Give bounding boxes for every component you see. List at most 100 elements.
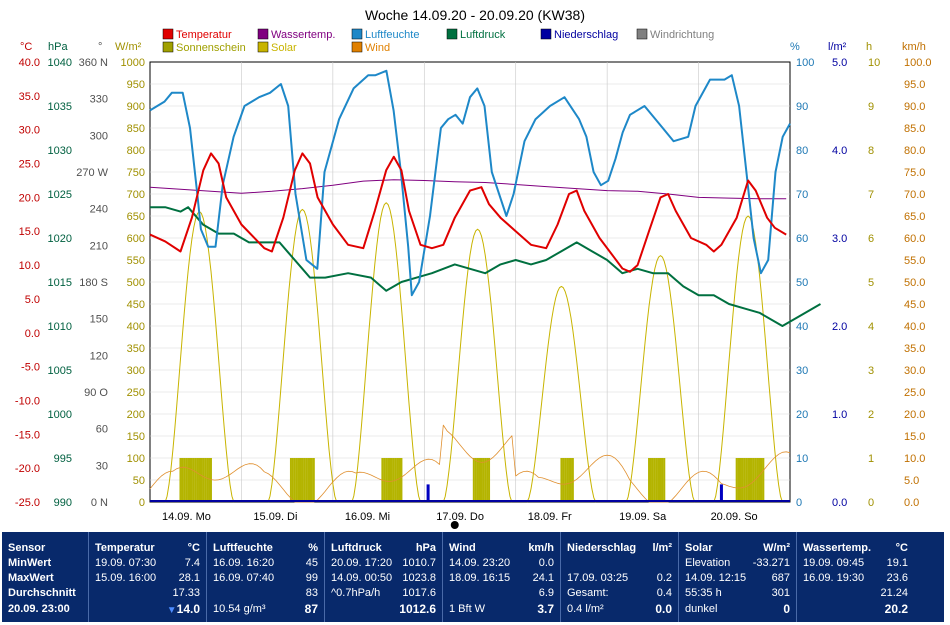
sunshine-bar	[653, 458, 656, 502]
sunshine-bar	[482, 458, 485, 502]
wm2-tick-label: 150	[127, 431, 145, 443]
lm2-tick-label: 0.0	[832, 497, 847, 509]
lm2-tick-label: 3.0	[832, 233, 847, 245]
weather-chart: Woche 14.09.20 - 20.09.20 (KW38) Tempera…	[15, 7, 932, 529]
sunshine-bar	[179, 458, 182, 502]
kmh-tick-label: 5.0	[904, 475, 919, 487]
water-max-value: 23.6	[886, 572, 908, 584]
temp-tick-label: 40.0	[19, 57, 40, 69]
sunshine-bar	[293, 458, 296, 502]
h-tick-label: 6	[868, 233, 874, 245]
kmh-tick-label: 10.0	[904, 453, 925, 465]
press-max-value: 1023.8	[402, 572, 436, 584]
h-tick-label: 3	[868, 365, 874, 377]
temperatur-line	[149, 152, 787, 273]
dir-unit: °	[98, 41, 102, 53]
hpa-tick-label: 1000	[48, 409, 72, 421]
solar-line	[442, 228, 513, 503]
temp-now: 14.0	[176, 602, 200, 616]
press-now: 1012.6	[399, 602, 436, 616]
water-avg: 21.24	[880, 587, 908, 599]
dir-tick-label: 30	[96, 460, 108, 472]
dir-tick-label: 210	[90, 240, 108, 252]
sunshine-bar	[310, 458, 313, 502]
sunshine-bar	[400, 458, 403, 502]
summary-panel: Sensor MinWert MaxWert Durchschnitt 20.0…	[2, 532, 944, 622]
hpa-tick-label: 1030	[48, 145, 72, 157]
x-tick-label: 19.09. Sa	[619, 511, 667, 523]
dir-tick-label: 240	[90, 204, 108, 216]
solar-line	[713, 215, 783, 503]
sunshine-bar	[289, 458, 292, 502]
sunshine-bar	[571, 458, 574, 502]
wm2-tick-label: 1000	[121, 57, 145, 69]
wm2-tick-label: 50	[133, 475, 145, 487]
sunshine-bar	[192, 458, 195, 502]
col-solar: Solar W/m² Elevation -33.271 14.09. 12:15 6…	[679, 532, 797, 622]
hum-min-value: 45	[305, 557, 318, 569]
legend-label: Niederschlag	[554, 29, 618, 41]
solar-max-time: 14.09. 12:15	[685, 572, 747, 584]
wind-line	[149, 424, 791, 503]
sunshine-bar	[735, 458, 738, 502]
x-tick-label: 17.09. Do	[436, 511, 484, 523]
dir-tick-label: 180 S	[79, 277, 108, 289]
sunshine-bar	[478, 458, 481, 502]
temp-tick-label: -25.0	[15, 497, 40, 509]
rain-bar	[719, 484, 723, 502]
kmh-tick-label: 55.0	[904, 255, 925, 267]
sunshine-bar	[760, 458, 763, 502]
wm2-tick-label: 400	[127, 321, 145, 333]
hpa-tick-label: 1035	[48, 101, 72, 113]
sunshine-bar	[208, 458, 211, 502]
h-tick-label: 1	[868, 453, 874, 465]
kmh-unit: km/h	[902, 41, 926, 53]
temp-tick-label: 35.0	[19, 91, 40, 103]
sunshine-bar	[737, 458, 740, 502]
x-axis: 14.09. Mo 15.09. Di 16.09. Mi 17.09. Do 18.0…	[162, 511, 758, 529]
temp-max-value: 28.1	[178, 572, 200, 584]
wm2-tick-label: 750	[127, 167, 145, 179]
h-tick-label: 10	[868, 57, 880, 69]
wm2-tick-label: 600	[127, 233, 145, 245]
sunshine-bar	[200, 458, 203, 502]
temp-tick-label: -15.0	[15, 429, 40, 441]
wm2-tick-label: 950	[127, 79, 145, 91]
temp-unit: °C	[20, 41, 32, 53]
col-niederschlag: Niederschlag l/m² 17.09. 03:25 0.2 Gesamt:…	[561, 532, 679, 622]
kmh-tick-label: 20.0	[904, 409, 925, 421]
kmh-tick-label: 35.0	[904, 343, 925, 355]
sunshine-bar	[762, 458, 765, 502]
temp-min-value: 7.4	[184, 557, 200, 569]
h-tick-label: 5	[868, 277, 874, 289]
pct-tick-label: 100	[796, 57, 814, 69]
solar-header: Solar	[685, 542, 713, 554]
pct-tick-label: 40	[796, 321, 808, 333]
water-min-time: 19.09. 09:45	[803, 557, 865, 569]
temp-tick-label: 15.0	[19, 226, 40, 238]
col-temperatur: Temperatur °C 19.09. 07:30 7.4 15.09. 16:0…	[89, 532, 207, 622]
pct-tick-label: 70	[796, 189, 808, 201]
sunshine-bar	[387, 458, 390, 502]
press-unit: hPa	[415, 542, 436, 554]
rain-unit: l/m²	[652, 542, 672, 554]
grid	[150, 62, 790, 502]
kmh-tick-label: 90.0	[904, 101, 925, 113]
solar-line	[351, 202, 421, 503]
water-now: 20.2	[884, 602, 908, 616]
sunshine-bar	[754, 458, 757, 502]
sunshine-bar	[198, 458, 201, 502]
sunshine-bar	[484, 458, 487, 502]
kmh-tick-label: 65.0	[904, 211, 925, 223]
sunshine-bar	[303, 458, 306, 502]
rain-last: 0.4 l/m²	[567, 603, 604, 615]
lm2-tick-label: 2.0	[832, 321, 847, 333]
hum-header: Luftfeuchte	[213, 542, 273, 554]
wm2-tick-label: 100	[127, 453, 145, 465]
kmh-tick-label: 0.0	[904, 497, 919, 509]
legend-label: Wind	[365, 42, 390, 54]
sunshine-bar	[649, 458, 652, 502]
water-max-time: 16.09. 19:30	[803, 572, 865, 584]
hpa-tick-label: 1025	[48, 189, 72, 201]
kmh-tick-label: 85.0	[904, 123, 925, 135]
